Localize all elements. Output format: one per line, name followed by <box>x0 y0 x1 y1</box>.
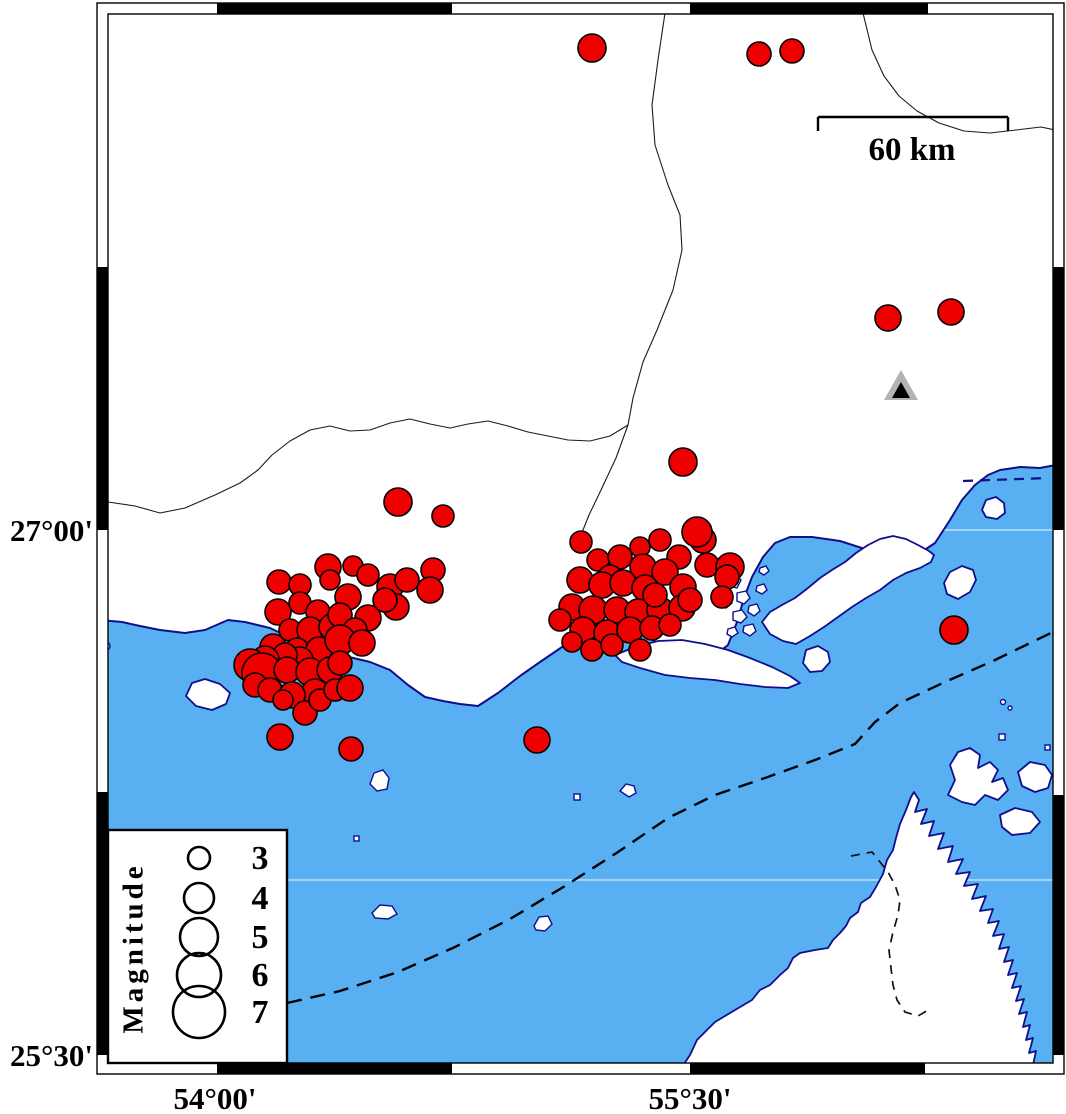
earthquake-marker <box>937 298 965 326</box>
earthquake-marker <box>548 608 572 632</box>
legend-magnitude-circle <box>186 845 212 871</box>
earthquake-marker <box>338 736 364 762</box>
mainland-landmass <box>108 14 1053 706</box>
earthquake-marker <box>577 33 607 63</box>
earthquake-marker <box>266 723 294 751</box>
lat-label-25-30N: 25°30' <box>10 1038 93 1073</box>
admin-boundary-3 <box>108 418 629 514</box>
scale-bar-label: 60 km <box>868 132 955 168</box>
musandam-peninsula <box>683 791 1037 1063</box>
large-island <box>761 535 935 645</box>
station-triangle-marker <box>884 370 918 400</box>
fjord-island-2 <box>1017 761 1053 793</box>
legend-magnitude-label: 5 <box>252 919 269 956</box>
map-frame <box>96 2 1065 1075</box>
earthquake-marker <box>523 726 551 754</box>
earthquake-marker <box>580 638 604 662</box>
legend-magnitude-label: 4 <box>252 880 269 917</box>
island-near-right-edge <box>981 496 1006 520</box>
fjord-island-1 <box>947 747 1009 806</box>
earthquake-marker <box>779 38 805 64</box>
earthquake-marker <box>681 516 713 548</box>
legend-magnitude-label: 3 <box>252 840 269 877</box>
earthquake-marker <box>561 631 583 653</box>
coastal-dashed-line <box>962 476 1049 483</box>
scale-bar: 60 km <box>816 115 1010 168</box>
earthquake-marker <box>336 674 364 702</box>
earthquake-marker <box>416 576 444 604</box>
lon-label-55-30E: 55°30' <box>648 1081 731 1114</box>
west-island <box>185 678 231 711</box>
earthquake-layer <box>233 33 969 762</box>
earthquake-marker <box>642 582 668 608</box>
legend-magnitude-circle <box>175 951 223 999</box>
earthquake-marker <box>372 587 398 613</box>
tiny-islet-1 <box>353 835 360 842</box>
earthquake-marker <box>668 447 698 477</box>
earthquake-marker <box>356 563 380 587</box>
legend-magnitude-label: 6 <box>252 957 269 994</box>
larak-island <box>943 565 977 600</box>
fjord-islet-2 <box>1044 744 1051 751</box>
maritime-boundary-dashed <box>286 630 1053 1005</box>
earthquake-marker <box>651 558 679 586</box>
earthquake-marker <box>383 487 413 517</box>
earthquake-marker <box>266 569 292 595</box>
earthquake-marker <box>264 598 292 626</box>
tiny-island-left-edge <box>108 641 111 651</box>
fjord-islet-1 <box>998 733 1006 741</box>
legend-magnitude-circle <box>171 984 227 1040</box>
frame-inner <box>107 13 1054 1064</box>
station-triangle-inner <box>892 382 910 398</box>
small-island-1 <box>369 769 390 792</box>
tiny-islet-2 <box>573 793 581 801</box>
earthquake-marker <box>272 689 294 711</box>
earthquake-marker <box>628 638 652 662</box>
legend-magnitude-circle <box>178 916 220 958</box>
tiny-islet-4 <box>1007 705 1013 711</box>
earthquake-marker <box>746 41 772 67</box>
hengam-island <box>802 645 831 673</box>
frame-outer <box>96 2 1065 1075</box>
earthquake-marker <box>394 567 420 593</box>
lat-label-27N: 27°00' <box>10 513 93 548</box>
scale-bar-line <box>816 115 1010 131</box>
earthquake-marker <box>874 304 902 332</box>
admin-boundary-2 <box>862 14 1053 134</box>
earthquake-marker <box>939 615 969 645</box>
earthquake-marker <box>431 504 455 528</box>
sliver-island <box>614 639 801 689</box>
legend-magnitude-label: 7 <box>252 994 269 1031</box>
earthquake-marker <box>348 629 376 657</box>
earthquake-marker <box>569 530 593 554</box>
land-boundary-dashed <box>850 851 931 1017</box>
earthquake-marker <box>710 585 734 609</box>
tiny-islet-3 <box>999 698 1007 706</box>
lon-label-54E: 54°00' <box>173 1081 256 1114</box>
fjord-island-3 <box>999 807 1041 836</box>
small-island-3 <box>371 904 398 920</box>
earthquake-marker <box>714 564 740 590</box>
earthquake-marker <box>607 544 633 570</box>
earthquake-marker <box>658 613 682 637</box>
earthquake-marker <box>327 650 353 676</box>
small-island-4 <box>533 915 553 932</box>
legend-title: Magnitude <box>118 862 150 1033</box>
admin-boundary-1 <box>576 14 683 546</box>
earthquake-marker <box>648 528 672 552</box>
earthquake-marker <box>600 633 624 657</box>
earthquake-marker <box>319 569 341 591</box>
small-island-2 <box>618 783 637 798</box>
earthquake-marker <box>677 587 703 613</box>
legend-magnitude-circle <box>182 881 216 915</box>
